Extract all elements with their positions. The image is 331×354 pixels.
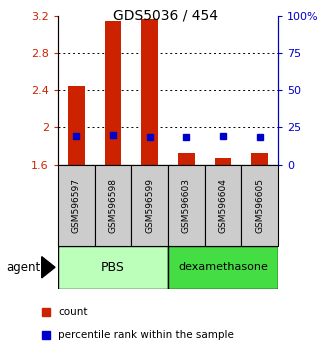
- Text: GDS5036 / 454: GDS5036 / 454: [113, 9, 218, 23]
- Text: GSM596597: GSM596597: [72, 178, 81, 233]
- Bar: [168, 246, 278, 289]
- Bar: [141, 19, 158, 165]
- Bar: [58, 165, 95, 246]
- Bar: [131, 165, 168, 246]
- Bar: [95, 165, 131, 246]
- Text: GSM596605: GSM596605: [255, 178, 264, 233]
- Bar: [215, 158, 231, 165]
- Text: agent: agent: [7, 261, 41, 274]
- Text: GSM596603: GSM596603: [182, 178, 191, 233]
- Text: GSM596598: GSM596598: [109, 178, 118, 233]
- Bar: [58, 246, 168, 289]
- Bar: [205, 165, 241, 246]
- Bar: [178, 153, 195, 165]
- Text: GSM596604: GSM596604: [218, 178, 227, 233]
- Text: dexamethasone: dexamethasone: [178, 262, 268, 272]
- Polygon shape: [42, 257, 55, 278]
- Bar: [68, 86, 84, 165]
- Text: PBS: PBS: [101, 261, 125, 274]
- Bar: [252, 154, 268, 165]
- Bar: [241, 165, 278, 246]
- Text: GSM596599: GSM596599: [145, 178, 154, 233]
- Bar: [105, 21, 121, 165]
- Text: count: count: [58, 307, 87, 318]
- Text: percentile rank within the sample: percentile rank within the sample: [58, 330, 234, 341]
- Bar: [168, 165, 205, 246]
